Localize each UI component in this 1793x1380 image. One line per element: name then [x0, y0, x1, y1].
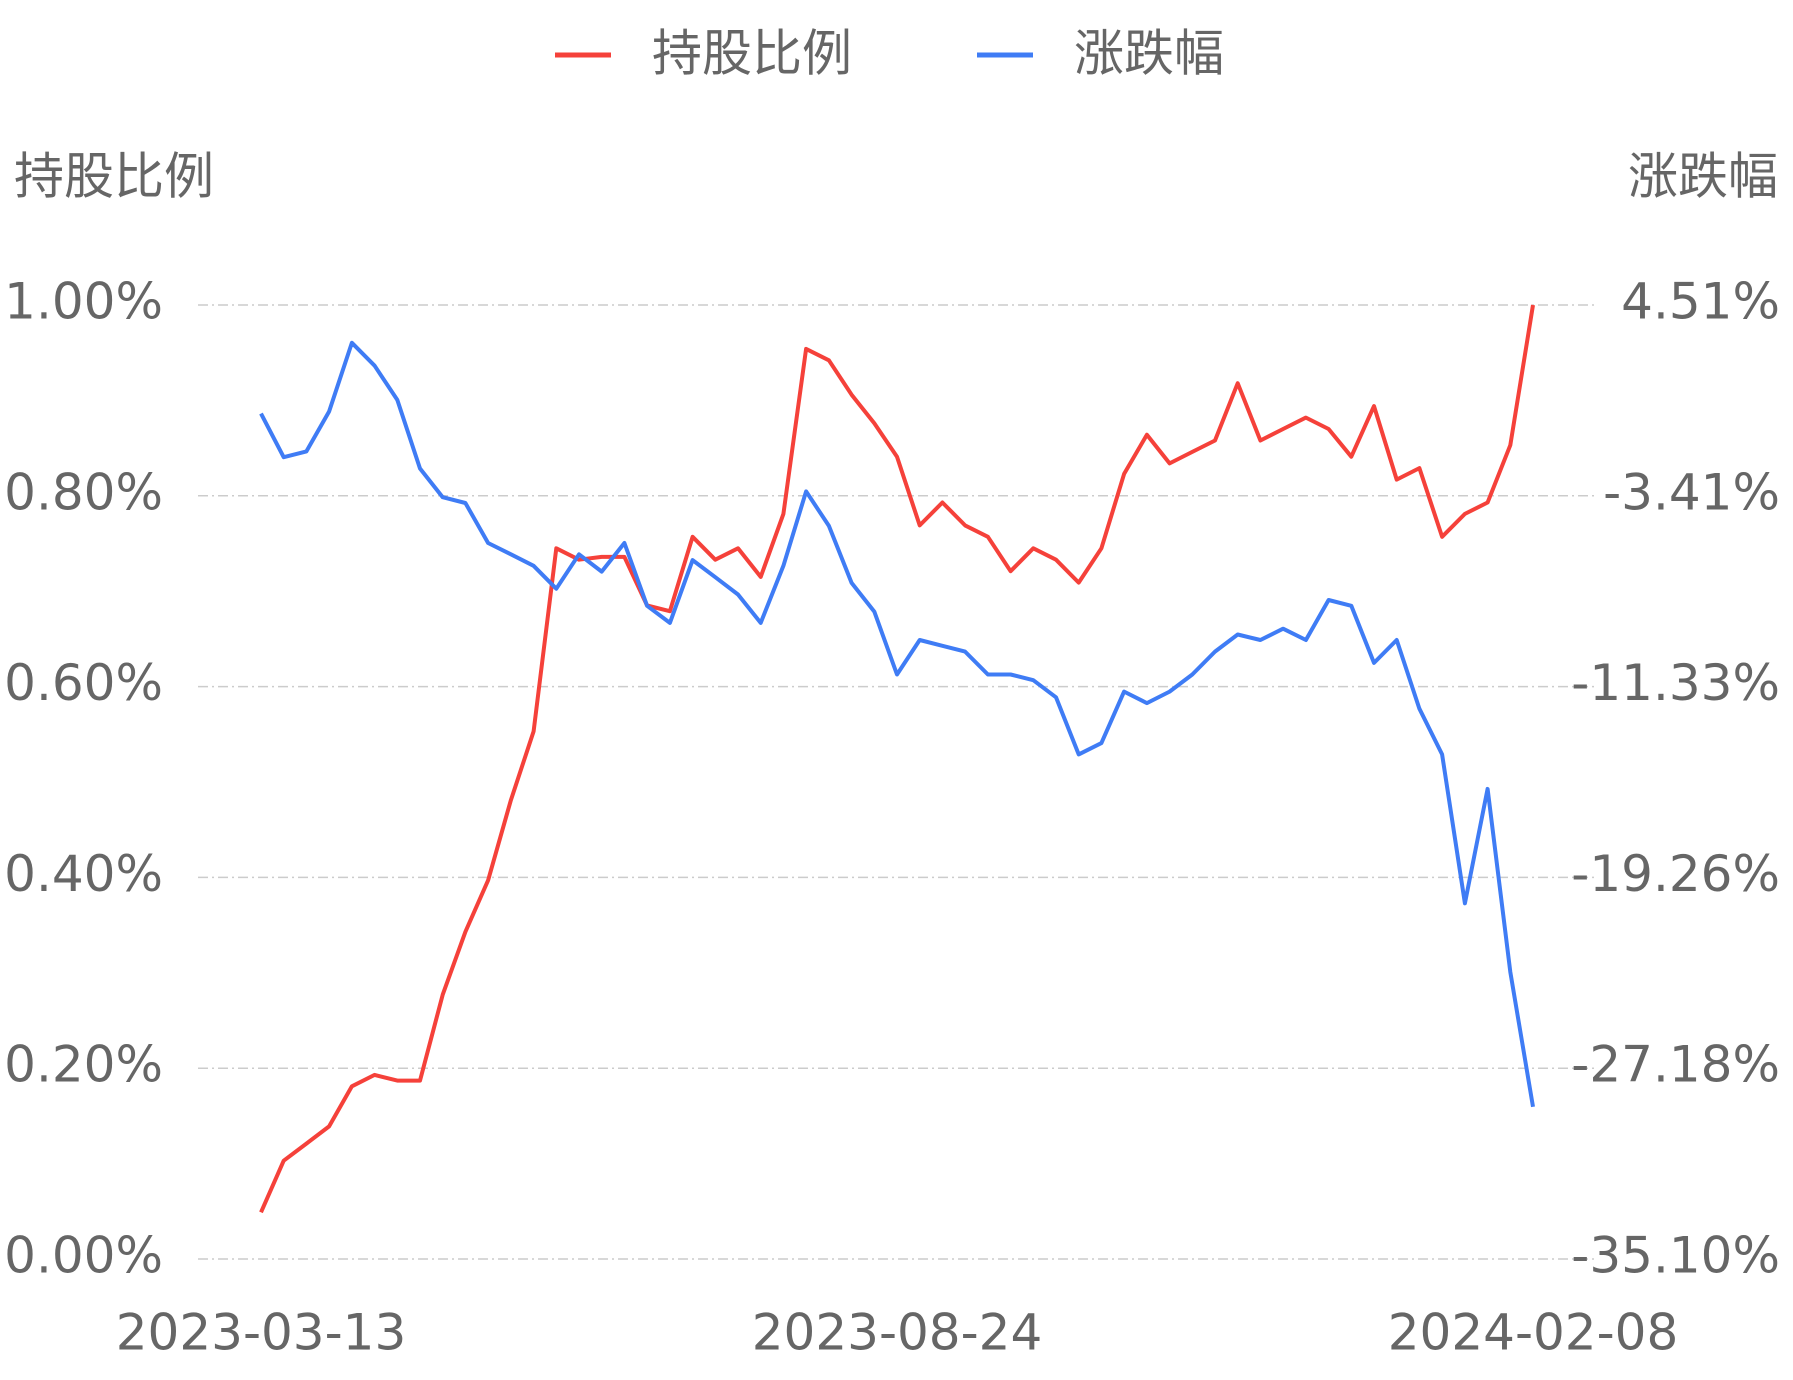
y-tick-label: 0.20%: [4, 1036, 163, 1094]
y2-tick-label: -27.18%: [1571, 1036, 1780, 1094]
y-tick-label: 0.00%: [4, 1227, 163, 1285]
series-line: [259, 340, 1535, 1108]
y-tick-label: 1.00%: [4, 273, 163, 331]
y2-tick-label: -11.33%: [1571, 654, 1780, 712]
x-tick-label: 2023-03-13: [116, 1304, 407, 1362]
y-tick-label: 0.60%: [4, 654, 163, 712]
y2-tick-label: -35.10%: [1571, 1227, 1780, 1285]
x-tick-label: 2024-02-08: [1388, 1304, 1679, 1362]
legend-label: 涨跌幅: [1074, 25, 1224, 83]
y-axis-title: 持股比例: [14, 148, 214, 206]
y-tick-label: 0.40%: [4, 845, 163, 903]
series-line: [259, 304, 1535, 1214]
y2-tick-label: 4.51%: [1621, 273, 1780, 331]
legend-label: 持股比例: [652, 25, 852, 83]
y2-tick-label: -3.41%: [1603, 463, 1780, 521]
y2-tick-label: -19.26%: [1571, 845, 1780, 903]
y2-axis-title: 涨跌幅: [1628, 148, 1778, 206]
y-tick-label: 0.80%: [4, 463, 163, 521]
x-tick-label: 2023-08-24: [752, 1304, 1043, 1362]
